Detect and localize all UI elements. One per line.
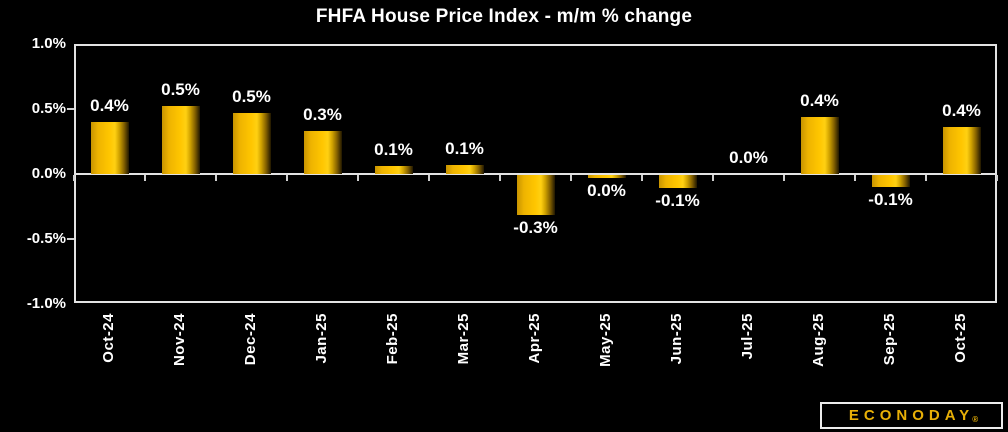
econoday-logo-text: ECONODAY bbox=[848, 407, 975, 424]
bar-feb-25 bbox=[375, 166, 413, 174]
category-tick bbox=[428, 175, 430, 181]
category-tick bbox=[641, 175, 643, 181]
x-axis-label-may-25: May-25 bbox=[596, 313, 614, 367]
x-axis-label-aug-25: Aug-25 bbox=[809, 313, 827, 367]
x-axis-label-dec-24: Dec-24 bbox=[241, 313, 259, 366]
data-label-oct-25: 0.4% bbox=[942, 101, 981, 121]
category-tick bbox=[783, 175, 785, 181]
y-axis-tick-label: 0.0% bbox=[31, 165, 66, 182]
zero-axis-line bbox=[74, 173, 997, 175]
x-axis-label-feb-25: Feb-25 bbox=[383, 313, 401, 365]
data-label-aug-25: 0.4% bbox=[800, 90, 839, 110]
category-tick bbox=[499, 175, 501, 181]
registered-trademark-icon: ® bbox=[972, 415, 979, 424]
y-axis-tick bbox=[67, 238, 74, 240]
x-axis-label-oct-24: Oct-24 bbox=[99, 313, 117, 363]
x-axis-label-jun-25: Jun-25 bbox=[667, 313, 685, 365]
data-label-jul-25: 0.0% bbox=[729, 148, 768, 167]
data-label-may-25: 0.0% bbox=[587, 180, 626, 200]
data-label-jan-25: 0.3% bbox=[303, 105, 342, 125]
category-tick bbox=[73, 175, 75, 181]
bar-mar-25 bbox=[446, 165, 484, 174]
data-label-sep-25: -0.1% bbox=[868, 189, 913, 209]
data-label-nov-24: 0.5% bbox=[161, 80, 200, 100]
category-tick bbox=[215, 175, 217, 181]
data-label-apr-25: -0.3% bbox=[513, 218, 558, 238]
category-tick bbox=[996, 175, 998, 181]
data-label-dec-24: 0.5% bbox=[232, 86, 271, 106]
x-axis-label-mar-25: Mar-25 bbox=[454, 313, 472, 365]
y-axis-tick-label: 1.0% bbox=[31, 35, 66, 52]
data-label-feb-25: 0.1% bbox=[374, 140, 413, 160]
x-axis-label-jul-25: Jul-25 bbox=[738, 313, 756, 360]
bar-apr-25 bbox=[517, 175, 555, 215]
econoday-logo: ECONODAY ® bbox=[820, 402, 1003, 429]
category-tick bbox=[854, 175, 856, 181]
plot-layer bbox=[67, 44, 998, 303]
bar-may-25 bbox=[588, 175, 626, 178]
x-axis-label-oct-25: Oct-25 bbox=[951, 313, 969, 363]
category-tick bbox=[570, 175, 572, 181]
bar-jan-25 bbox=[304, 131, 342, 174]
y-axis-tick-label: -1.0% bbox=[26, 295, 66, 312]
x-axis-label-sep-25: Sep-25 bbox=[880, 313, 898, 366]
category-tick bbox=[357, 175, 359, 181]
x-axis-label-jan-25: Jan-25 bbox=[312, 313, 330, 364]
bar-dec-24 bbox=[233, 113, 271, 174]
category-tick bbox=[286, 175, 288, 181]
bar-jun-25 bbox=[659, 175, 697, 188]
x-axis-label-apr-25: Apr-25 bbox=[525, 313, 543, 364]
y-axis-tick bbox=[67, 108, 74, 110]
bar-aug-25 bbox=[801, 117, 839, 174]
bar-nov-24 bbox=[162, 106, 200, 174]
bar-oct-24 bbox=[91, 122, 129, 174]
data-label-mar-25: 0.1% bbox=[445, 138, 484, 158]
category-tick bbox=[925, 175, 927, 181]
data-label-jun-25: -0.1% bbox=[655, 191, 700, 210]
y-axis-tick-label: 0.5% bbox=[31, 100, 66, 117]
x-axis-label-nov-24: Nov-24 bbox=[170, 313, 188, 367]
category-tick bbox=[712, 175, 714, 181]
data-label-oct-24: 0.4% bbox=[90, 96, 129, 115]
bar-oct-25 bbox=[943, 127, 981, 174]
y-axis-tick-label: -0.5% bbox=[26, 230, 66, 247]
chart-title: FHFA House Price Index - m/m % change bbox=[315, 6, 693, 27]
bar-sep-25 bbox=[872, 175, 910, 187]
category-tick bbox=[144, 175, 146, 181]
plot-area bbox=[67, 44, 998, 303]
